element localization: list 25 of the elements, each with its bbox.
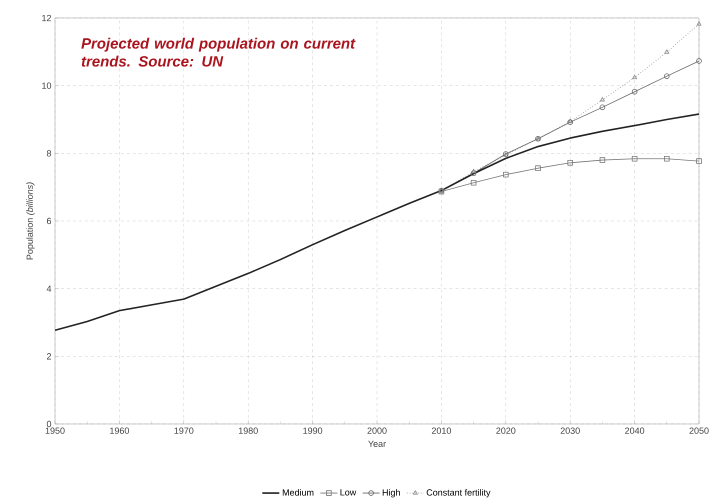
y-tick-label: 10 bbox=[42, 82, 52, 89]
legend-label: High bbox=[382, 489, 400, 498]
x-tick-label: 2050 bbox=[689, 428, 709, 434]
x-tick-label: 1970 bbox=[174, 428, 194, 434]
x-tick-label: 2020 bbox=[496, 428, 516, 434]
y-axis-title: Population (billions) bbox=[26, 182, 35, 260]
y-tick-label: 8 bbox=[46, 150, 52, 156]
x-tick-label: 2010 bbox=[432, 428, 452, 434]
y-tick-label: 0 bbox=[46, 420, 52, 428]
y-tick-label: 4 bbox=[46, 286, 52, 292]
x-tick-label: 1950 bbox=[46, 428, 65, 434]
x-tick-label: 2000 bbox=[367, 428, 387, 434]
x-tick-label: 2040 bbox=[625, 428, 644, 434]
x-tick-label: 1990 bbox=[303, 428, 322, 434]
legend-label: Low bbox=[340, 489, 356, 496]
text: Projected world population on current trends. Source: UN bbox=[81, 38, 356, 67]
x-axis-title: Year bbox=[368, 440, 386, 447]
y-tick-label: 12 bbox=[42, 14, 52, 22]
legend-label: Medium bbox=[282, 489, 314, 496]
x-tick-label: 1960 bbox=[110, 428, 130, 434]
x-tick-label: 2030 bbox=[560, 428, 580, 434]
y-tick-label: 2 bbox=[46, 353, 52, 360]
y-tick-label: 6 bbox=[46, 218, 52, 224]
x-tick-label: 1980 bbox=[238, 428, 258, 434]
legend-label: Constant fertility bbox=[426, 489, 490, 498]
